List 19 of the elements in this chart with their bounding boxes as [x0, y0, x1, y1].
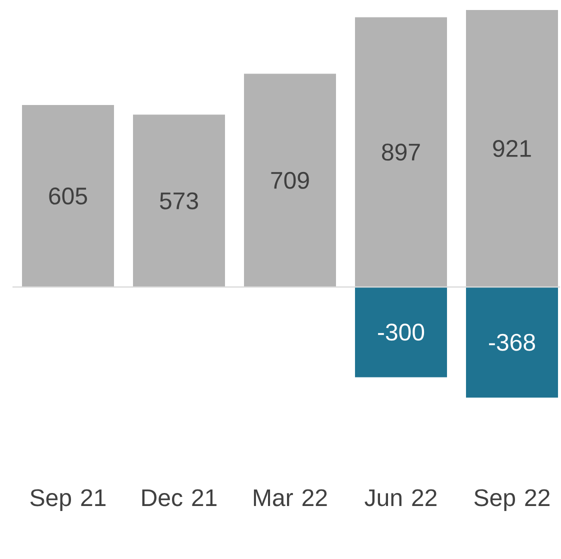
- x-tick-label: Sep 21: [30, 489, 106, 511]
- data-label: 897: [382, 144, 420, 161]
- x-tick-label: Jun 22: [364, 489, 436, 506]
- data-label: 605: [49, 188, 88, 205]
- data-label: -300: [378, 324, 424, 341]
- bar: [355, 17, 448, 287]
- bar: [133, 114, 225, 287]
- x-tick-label: Sep 22: [474, 489, 550, 511]
- bar: [466, 287, 558, 398]
- data-label: 573: [160, 192, 198, 210]
- bar: [22, 105, 114, 287]
- data-label: 709: [271, 172, 309, 189]
- bar: [466, 10, 558, 287]
- bar: [244, 74, 336, 287]
- data-label: 921: [493, 140, 531, 157]
- bar: [355, 287, 448, 378]
- x-tick-label: Dec 21: [142, 489, 216, 506]
- data-label: -368: [489, 334, 535, 351]
- x-tick-label: Mar 22: [254, 489, 327, 506]
